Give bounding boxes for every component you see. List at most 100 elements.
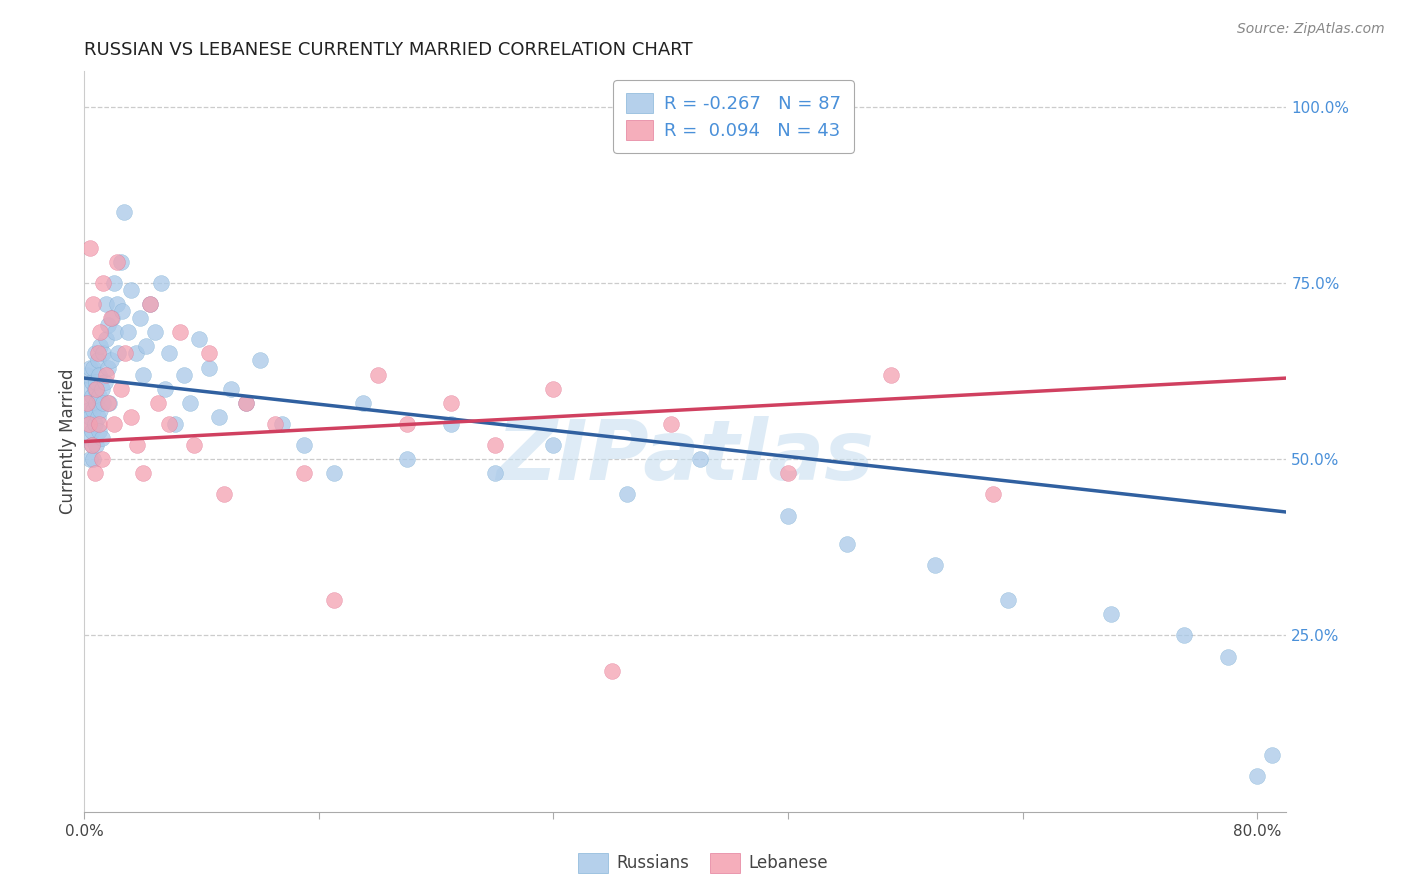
Point xyxy=(110,254,132,268)
Point xyxy=(187,332,209,346)
Point xyxy=(153,382,176,396)
Point xyxy=(79,241,101,255)
Point xyxy=(101,311,124,326)
Point xyxy=(97,318,120,333)
Point xyxy=(93,346,115,360)
Legend: Russians, Lebanese: Russians, Lebanese xyxy=(572,847,834,880)
Point xyxy=(249,353,271,368)
Text: Source: ZipAtlas.com: Source: ZipAtlas.com xyxy=(1237,22,1385,37)
Point xyxy=(292,467,315,481)
Point xyxy=(91,431,114,445)
Point xyxy=(149,276,172,290)
Point xyxy=(75,396,97,410)
Point xyxy=(89,339,111,353)
Point xyxy=(198,346,221,360)
Point xyxy=(80,375,103,389)
Point xyxy=(212,487,235,501)
Point xyxy=(395,417,418,431)
Point xyxy=(132,368,155,382)
Point xyxy=(169,325,191,339)
Point xyxy=(86,346,108,360)
Point xyxy=(82,452,104,467)
Point xyxy=(157,417,180,431)
Point xyxy=(183,438,205,452)
Point xyxy=(84,375,107,389)
Point xyxy=(80,389,103,403)
Point xyxy=(129,311,152,326)
Point xyxy=(440,417,463,431)
Point xyxy=(600,664,623,678)
Point xyxy=(616,487,638,501)
Point xyxy=(198,360,221,375)
Point xyxy=(484,438,506,452)
Point xyxy=(87,389,110,403)
Point xyxy=(103,417,125,431)
Point xyxy=(659,417,682,431)
Point xyxy=(100,353,122,368)
Point xyxy=(84,382,107,396)
Point xyxy=(146,396,169,410)
Point xyxy=(235,396,257,410)
Point xyxy=(1246,769,1268,783)
Point xyxy=(103,276,125,290)
Point xyxy=(111,304,134,318)
Point xyxy=(132,467,155,481)
Point xyxy=(835,537,858,551)
Legend: R = -0.267   N = 87, R =  0.094   N = 43: R = -0.267 N = 87, R = 0.094 N = 43 xyxy=(613,80,853,153)
Point xyxy=(1099,607,1122,622)
Point xyxy=(93,276,115,290)
Point xyxy=(87,368,110,382)
Point xyxy=(105,254,128,268)
Point xyxy=(105,297,128,311)
Point xyxy=(543,382,565,396)
Point xyxy=(114,346,136,360)
Point xyxy=(139,297,162,311)
Point xyxy=(924,558,946,572)
Point xyxy=(352,396,374,410)
Point xyxy=(86,409,108,424)
Point xyxy=(776,467,799,481)
Point xyxy=(79,409,101,424)
Point xyxy=(96,368,118,382)
Point xyxy=(322,467,344,481)
Point xyxy=(117,325,139,339)
Point xyxy=(76,368,98,382)
Point xyxy=(96,332,118,346)
Point xyxy=(107,346,129,360)
Point xyxy=(143,325,166,339)
Point xyxy=(440,396,463,410)
Point xyxy=(77,431,100,445)
Y-axis label: Currently Married: Currently Married xyxy=(59,368,77,515)
Point xyxy=(77,382,100,396)
Point xyxy=(82,360,104,375)
Point xyxy=(77,417,100,431)
Text: RUSSIAN VS LEBANESE CURRENTLY MARRIED CORRELATION CHART: RUSSIAN VS LEBANESE CURRENTLY MARRIED CO… xyxy=(84,41,693,59)
Point xyxy=(97,360,120,375)
Point xyxy=(179,396,201,410)
Point xyxy=(1261,748,1284,763)
Point xyxy=(208,409,231,424)
Point xyxy=(1173,628,1195,642)
Point xyxy=(543,438,565,452)
Point xyxy=(79,452,101,467)
Point xyxy=(89,402,111,417)
Point xyxy=(219,382,242,396)
Point xyxy=(83,467,105,481)
Point xyxy=(80,424,103,438)
Point xyxy=(112,205,135,219)
Point xyxy=(84,396,107,410)
Point xyxy=(76,417,98,431)
Point xyxy=(83,346,105,360)
Point xyxy=(94,375,117,389)
Point xyxy=(77,402,100,417)
Point xyxy=(98,396,121,410)
Point xyxy=(776,508,799,523)
Point xyxy=(367,368,389,382)
Point xyxy=(84,438,107,452)
Point xyxy=(135,339,157,353)
Point xyxy=(235,396,257,410)
Point xyxy=(120,283,142,297)
Point xyxy=(104,325,127,339)
Point xyxy=(93,396,115,410)
Point xyxy=(82,402,104,417)
